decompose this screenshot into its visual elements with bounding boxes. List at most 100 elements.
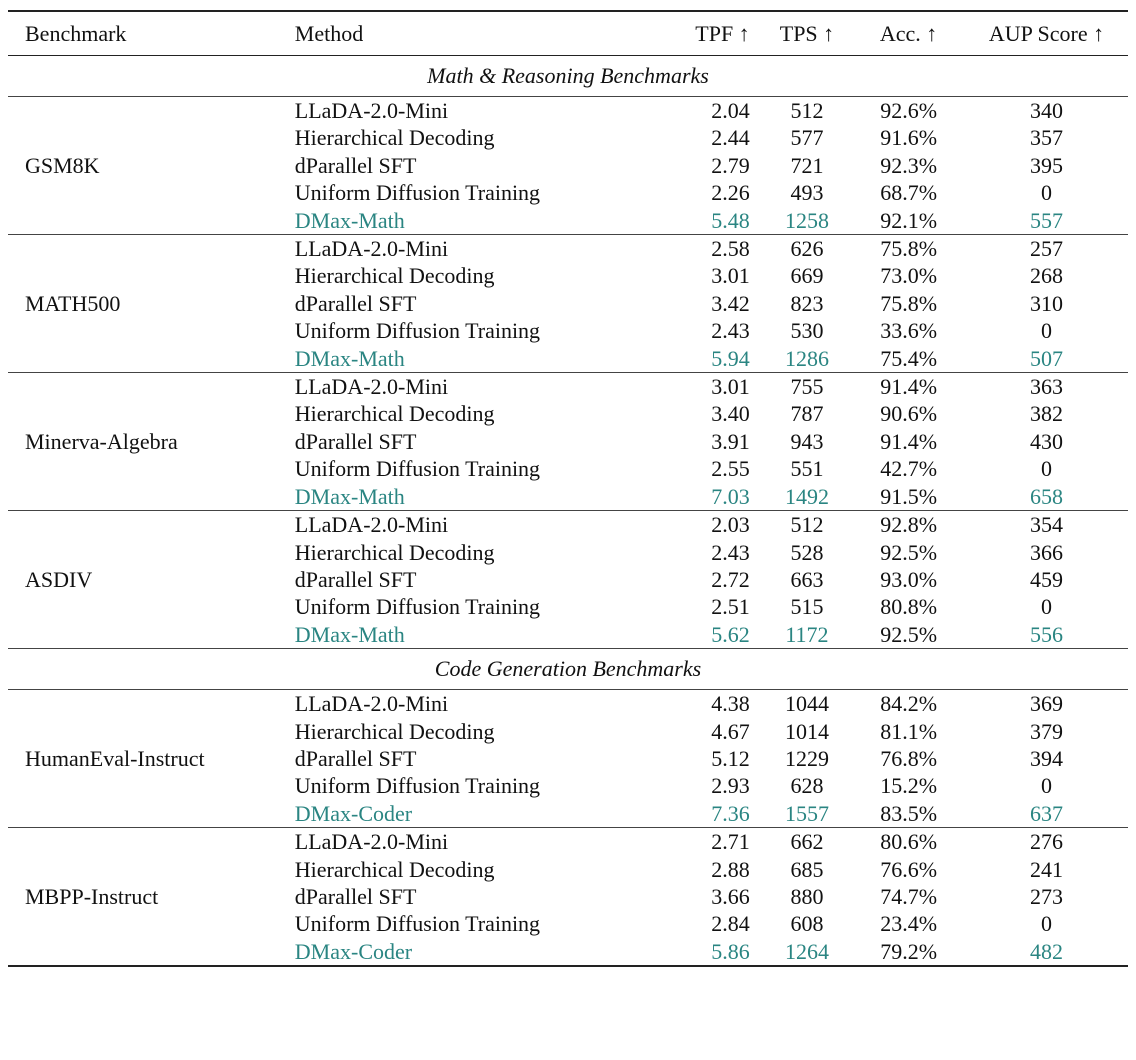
acc-cell: 91.4% (880, 428, 938, 454)
aup-cell: 363 (1029, 374, 1063, 400)
tps-cell: 1044 (784, 691, 829, 717)
table-row: GSM8K LLaDA-2.0-Mini 2.04 512 92.6% 340 (8, 97, 1128, 178)
table-row: dParallel SFT 2.79 721 92.3% 395 (8, 152, 1128, 179)
tpf-cell: 2.79 (711, 152, 750, 178)
aup-cell: 395 (1029, 152, 1063, 178)
tpf-cell: 2.88 (711, 856, 750, 882)
benchmark-name: MATH500 (25, 290, 121, 316)
tpf-cell: 3.01 (711, 263, 750, 289)
acc-cell: 42.7% (880, 456, 938, 482)
tps-cell: 512 (790, 512, 824, 538)
tpf-cell: 3.40 (711, 401, 750, 427)
table-row: Hierarchical Decoding 3.01 669 73.0% 268 (8, 262, 1128, 289)
header-row: Benchmark Method TPF ↑ TPS ↑ Acc. ↑ AUP … (8, 11, 1128, 56)
acc-cell: 91.6% (880, 125, 938, 151)
method-cell: Uniform Diffusion Training (294, 594, 541, 620)
table-body: Math & Reasoning Benchmarks GSM8K LLaDA-2.… (8, 56, 1128, 967)
table-row: Minerva-Algebra LLaDA-2.0-Mini 3.01 755 91.4… (8, 373, 1128, 454)
acc-cell: 92.3% (880, 152, 938, 178)
tpf-cell: 2.93 (711, 773, 750, 799)
aup-cell: 0 (1040, 594, 1052, 620)
table-row: dParallel SFT 2.72 663 93.0% 459 (8, 566, 1128, 593)
tpf-cell: 2.04 (711, 98, 750, 123)
acc-cell: 92.5% (880, 539, 938, 565)
aup-cell: 382 (1029, 401, 1063, 427)
acc-cell: 75.8% (880, 236, 938, 262)
method-cell: dParallel SFT (294, 566, 417, 592)
tps-cell: 685 (790, 856, 824, 882)
aup-cell: 507 (1029, 345, 1063, 371)
tpf-cell: 7.03 (711, 483, 750, 509)
tpf-cell: 4.67 (711, 718, 750, 744)
tpf-cell: 4.38 (711, 691, 750, 717)
acc-cell: 93.0% (880, 566, 938, 592)
tpf-cell: 2.43 (711, 318, 750, 344)
aup-cell: 0 (1040, 180, 1052, 206)
table-row: Hierarchical Decoding 4.67 1014 81.1% 379 (8, 718, 1128, 745)
table-row: HumanEval-Instruct LLaDA-2.0-Mini 4.38 1044… (8, 690, 1128, 771)
table-row: DMax-Coder 7.36 1557 83.5% 637 (8, 800, 1128, 828)
tps-cell: 515 (790, 594, 824, 620)
tps-cell: 1286 (784, 345, 829, 371)
tpf-cell: 2.72 (711, 566, 750, 592)
table-row: ASDIV LLaDA-2.0-Mini 2.03 512 92.8% 354 (8, 511, 1128, 592)
benchmark-name: MBPP-Instruct (25, 883, 159, 909)
table-row: DMax-Coder 5.86 1264 79.2% 482 (8, 938, 1128, 967)
tps-cell: 530 (790, 318, 824, 344)
tpf-cell: 3.42 (711, 290, 750, 316)
method-cell: Uniform Diffusion Training (294, 180, 541, 206)
table-row: Uniform Diffusion Training 2.43 530 33.6% 0 (8, 317, 1128, 344)
benchmark-name: Minerva-Algebra (25, 428, 178, 454)
table-row: DMax-Math 7.03 1492 91.5% 658 (8, 483, 1128, 511)
tps-cell: 1229 (784, 745, 829, 771)
table-row: Hierarchical Decoding 2.88 685 76.6% 241 (8, 856, 1128, 883)
method-cell: dParallel SFT (294, 745, 417, 771)
tpf-cell: 2.03 (711, 512, 750, 538)
table-row: DMax-Math 5.48 1258 92.1% 557 (8, 207, 1128, 235)
section-header-row: Math & Reasoning Benchmarks (8, 56, 1128, 97)
tpf-cell: 2.71 (711, 829, 750, 855)
tps-cell: 577 (790, 125, 824, 151)
method-cell: Hierarchical Decoding (294, 856, 495, 882)
header-acc: Acc. ↑ (879, 20, 938, 46)
method-cell: dParallel SFT (294, 883, 417, 909)
table-row: dParallel SFT 3.42 823 75.8% 310 (8, 290, 1128, 317)
acc-cell: 76.6% (880, 856, 938, 882)
acc-cell: 79.2% (880, 938, 938, 964)
table-row: dParallel SFT 5.12 1229 76.8% 394 (8, 745, 1128, 772)
tpf-cell: 2.84 (711, 911, 750, 937)
aup-cell: 354 (1029, 512, 1063, 538)
acc-cell: 80.8% (880, 594, 938, 620)
acc-cell: 83.5% (880, 800, 938, 826)
method-cell: Hierarchical Decoding (294, 125, 495, 151)
method-cell: dParallel SFT (294, 152, 417, 178)
method-cell: Uniform Diffusion Training (294, 318, 541, 344)
benchmark-name: ASDIV (25, 566, 93, 592)
tps-cell: 823 (790, 290, 824, 316)
table-row: dParallel SFT 3.66 880 74.7% 273 (8, 883, 1128, 910)
aup-cell: 459 (1029, 566, 1063, 592)
method-cell: DMax-Math (294, 483, 405, 509)
table-row: Uniform Diffusion Training 2.93 628 15.2% 0 (8, 772, 1128, 799)
aup-cell: 276 (1029, 829, 1063, 855)
header-method: Method (294, 20, 364, 46)
tps-cell: 663 (790, 566, 824, 592)
table-row: MATH500 LLaDA-2.0-Mini 2.58 626 75.8% 257 (8, 235, 1128, 316)
method-cell: Hierarchical Decoding (294, 401, 495, 427)
aup-cell: 556 (1029, 621, 1063, 647)
table-row: DMax-Math 5.62 1172 92.5% 556 (8, 621, 1128, 649)
method-cell: dParallel SFT (294, 428, 417, 454)
method-cell: LLaDA-2.0-Mini (294, 512, 449, 538)
table-row: Uniform Diffusion Training 2.55 551 42.7% 0 (8, 455, 1128, 482)
acc-cell: 15.2% (880, 773, 938, 799)
benchmark-name: GSM8K (25, 152, 100, 178)
aup-cell: 557 (1029, 207, 1063, 233)
acc-cell: 23.4% (880, 911, 938, 937)
aup-cell: 0 (1040, 773, 1052, 799)
acc-cell: 80.6% (880, 829, 938, 855)
method-cell: Hierarchical Decoding (294, 718, 495, 744)
tpf-cell: 2.58 (711, 236, 750, 262)
section-header-row: Code Generation Benchmarks (8, 649, 1128, 690)
table-row: Uniform Diffusion Training 2.26 493 68.7% 0 (8, 179, 1128, 206)
acc-cell: 92.1% (880, 207, 938, 233)
